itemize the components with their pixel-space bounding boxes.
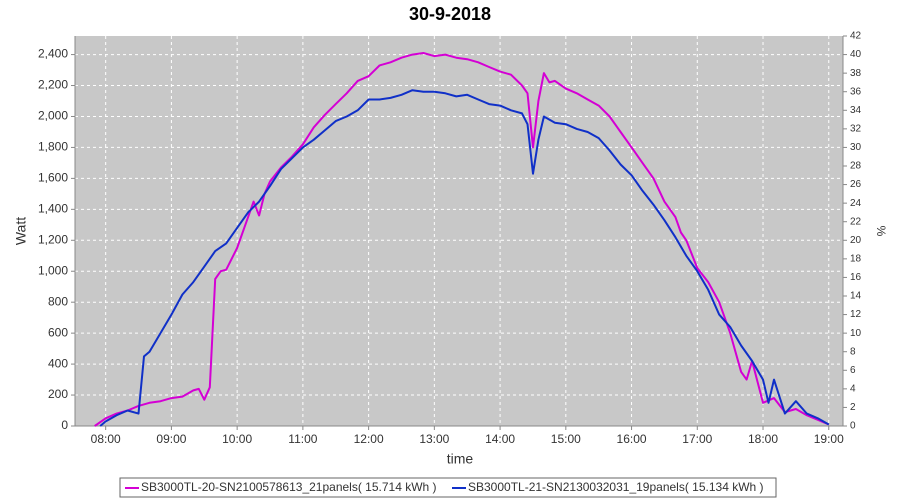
x-tick-label: 19:00 bbox=[814, 432, 844, 446]
y2-tick-label: 0 bbox=[850, 421, 856, 432]
y2-tick-label: 26 bbox=[850, 179, 862, 190]
plot-area bbox=[75, 36, 843, 426]
y-tick-label: 1,200 bbox=[38, 232, 68, 246]
y-tick-label: 0 bbox=[61, 418, 68, 432]
x-tick-label: 18:00 bbox=[748, 432, 778, 446]
x-tick-label: 17:00 bbox=[682, 432, 712, 446]
y2-tick-label: 34 bbox=[850, 105, 862, 116]
x-tick-label: 16:00 bbox=[617, 432, 647, 446]
chart-title: 30-9-2018 bbox=[409, 4, 491, 24]
x-tick-label: 08:00 bbox=[91, 432, 121, 446]
y2-tick-label: 4 bbox=[850, 383, 856, 394]
y2-axis-label: % bbox=[874, 226, 888, 237]
y2-tick-label: 14 bbox=[850, 291, 862, 302]
y2-tick-label: 12 bbox=[850, 309, 862, 320]
x-tick-label: 11:00 bbox=[288, 432, 317, 446]
y-tick-label: 2,200 bbox=[38, 78, 68, 92]
y-tick-label: 400 bbox=[48, 356, 68, 370]
x-tick-label: 09:00 bbox=[156, 432, 186, 446]
x-tick-label: 14:00 bbox=[485, 432, 515, 446]
y2-tick-label: 36 bbox=[850, 86, 862, 97]
y-tick-label: 200 bbox=[48, 387, 68, 401]
y2-tick-label: 40 bbox=[850, 49, 862, 60]
y2-tick-label: 16 bbox=[850, 272, 862, 283]
x-tick-label: 15:00 bbox=[551, 432, 581, 446]
y2-tick-label: 42 bbox=[850, 31, 862, 42]
y-tick-label: 1,000 bbox=[38, 263, 68, 277]
y-tick-label: 2,000 bbox=[38, 109, 68, 123]
legend-box bbox=[119, 477, 777, 498]
y2-tick-label: 18 bbox=[850, 253, 862, 264]
x-tick-label: 10:00 bbox=[222, 432, 252, 446]
y-tick-label: 600 bbox=[48, 325, 68, 339]
y2-tick-label: 32 bbox=[850, 123, 862, 134]
y-tick-label: 1,600 bbox=[38, 171, 68, 185]
y2-tick-label: 30 bbox=[850, 142, 862, 153]
y2-tick-label: 10 bbox=[850, 328, 862, 339]
y2-tick-label: 38 bbox=[850, 68, 862, 79]
x-tick-label: 12:00 bbox=[354, 432, 384, 446]
legend-label: SB3000TL-20-SN2100578613_21panels( 15.71… bbox=[141, 480, 437, 494]
y2-tick-label: 2 bbox=[850, 402, 856, 413]
legend-label: SB3000TL-21-SN2130032031_19panels( 15.13… bbox=[468, 480, 764, 494]
y-tick-label: 1,800 bbox=[38, 140, 68, 154]
series-line bbox=[99, 89, 830, 427]
y-tick-label: 800 bbox=[48, 294, 68, 308]
series-line bbox=[94, 52, 830, 427]
y2-tick-label: 6 bbox=[850, 365, 856, 376]
y2-tick-label: 24 bbox=[850, 198, 862, 209]
y2-tick-label: 20 bbox=[850, 235, 862, 246]
y-tick-label: 2,400 bbox=[38, 47, 68, 61]
x-tick-label: 13:00 bbox=[419, 432, 449, 446]
y-tick-label: 1,400 bbox=[38, 202, 68, 216]
y-axis-label: Watt bbox=[13, 217, 29, 245]
y2-tick-label: 28 bbox=[850, 161, 862, 172]
y2-tick-label: 8 bbox=[850, 346, 856, 357]
x-axis-label: time bbox=[447, 451, 474, 467]
y2-tick-label: 22 bbox=[850, 216, 862, 227]
